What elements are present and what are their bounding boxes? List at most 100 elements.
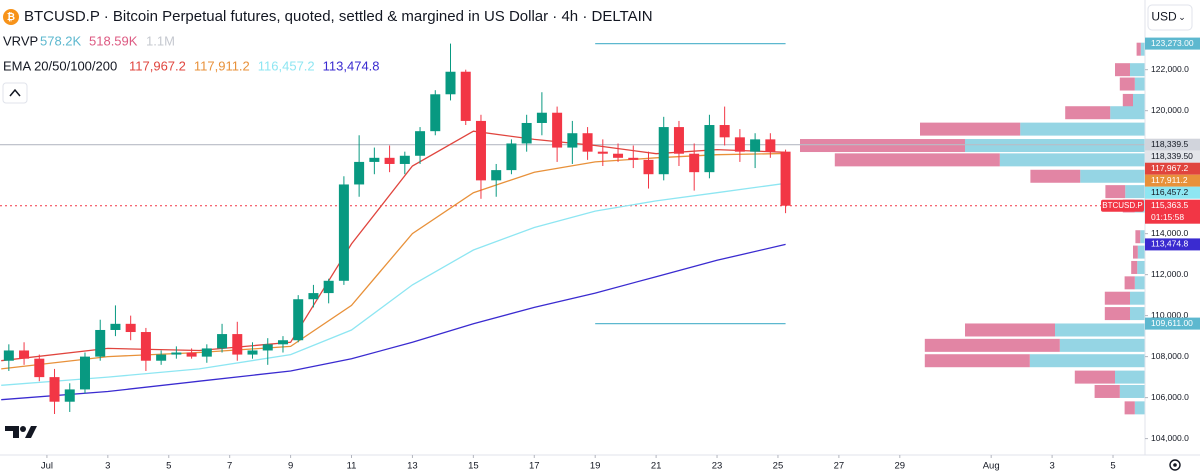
candle-body — [552, 112, 563, 148]
ema-legend-value: 113,474.8 — [323, 58, 380, 73]
candle-body — [49, 377, 60, 402]
candle-body — [460, 71, 471, 121]
x-tick-label: 23 — [712, 461, 723, 472]
collapse-icon[interactable] — [9, 88, 21, 97]
ema-line — [1, 152, 786, 370]
profile-up-bar — [1130, 291, 1145, 305]
candle-body — [201, 348, 212, 357]
x-tick-label: 25 — [773, 461, 784, 472]
price-label: 109,611.00 — [1151, 318, 1193, 328]
profile-up-bar — [1125, 185, 1145, 199]
profile-down-bar — [1119, 77, 1135, 91]
x-tick-label: 27 — [834, 461, 845, 472]
profile-down-bar — [924, 354, 1030, 368]
vrvp-total: 1.1M — [146, 33, 175, 48]
ema-legend-value: 117,967.2 — [129, 58, 186, 73]
x-tick-label: Jul — [41, 461, 53, 472]
countdown-label: 01:15:58 — [1151, 212, 1184, 222]
profile-up-bar — [1137, 260, 1145, 274]
x-tick-label: 9 — [288, 461, 293, 472]
profile-up-bar — [1140, 230, 1145, 244]
candle-body — [643, 159, 654, 175]
y-tick-label: 104,000.0 — [1151, 433, 1189, 443]
currency-caret[interactable]: ⌄ — [1178, 12, 1186, 22]
profile-up-bar — [1110, 106, 1145, 120]
candle-body — [384, 157, 395, 164]
candle-body — [156, 354, 167, 361]
vrvp-name[interactable]: VRVP — [3, 33, 38, 48]
price-label: 118,339.50 — [1151, 151, 1193, 161]
ema-line — [1, 182, 786, 386]
x-tick-label: 15 — [468, 461, 479, 472]
candle-body — [3, 350, 14, 361]
price-label-box — [1145, 37, 1200, 50]
profile-up-bar — [1130, 307, 1145, 321]
candle-body — [734, 137, 745, 152]
ema-legend-name[interactable]: EMA 20/50/100/200 — [3, 58, 117, 73]
currency-button[interactable] — [1147, 4, 1193, 31]
candle-body — [217, 334, 228, 349]
profile-down-bar — [1115, 63, 1130, 77]
x-tick-label: 7 — [227, 461, 232, 472]
price-label: 117,967.2 — [1151, 163, 1188, 173]
candle-body — [110, 323, 121, 330]
price-label-box — [1145, 238, 1200, 251]
price-label-box — [1145, 138, 1200, 151]
candle-body — [262, 344, 273, 351]
candle-body — [673, 127, 684, 154]
profile-up-bar — [1055, 323, 1145, 337]
x-tick-label: 17 — [529, 461, 540, 472]
profile-down-bar — [1105, 185, 1126, 199]
candle-body — [171, 352, 182, 355]
price-label-box — [1145, 174, 1200, 187]
candle-body — [613, 153, 624, 158]
candle-body — [658, 127, 669, 175]
candle-body — [247, 350, 258, 355]
profile-up-bar — [1115, 370, 1145, 384]
candle-body — [582, 133, 593, 152]
settings-button[interactable] — [1169, 459, 1181, 471]
symbol-tag — [1101, 199, 1144, 212]
profile-down-bar — [1136, 42, 1141, 56]
candle-body — [277, 340, 288, 345]
price-label-box — [1145, 186, 1200, 199]
candle-body — [338, 184, 349, 281]
candle-body — [704, 125, 715, 173]
candle-body — [445, 71, 456, 95]
vrvp-down: 518.59K — [89, 33, 138, 48]
candle-body — [491, 170, 502, 181]
x-tick-label: 5 — [166, 461, 171, 472]
price-label: 123,273.00 — [1151, 38, 1194, 48]
profile-down-bar — [965, 323, 1055, 337]
candle-body — [597, 151, 608, 154]
profile-up-bar — [1020, 122, 1145, 136]
vrvp-up: 578.2K — [40, 33, 82, 48]
candle-body — [521, 122, 532, 144]
candle-body — [308, 293, 319, 300]
profile-down-bar — [834, 153, 1000, 167]
profile-up-bar — [1134, 77, 1145, 91]
price-label-box — [1145, 317, 1200, 330]
profile-up-bar — [1059, 338, 1145, 352]
candle-body — [19, 350, 30, 359]
x-tick-label: 11 — [347, 461, 357, 472]
profile-down-bar — [1131, 260, 1138, 274]
profile-up-bar — [1119, 384, 1145, 398]
y-tick-label: 120,000.0 — [1151, 105, 1189, 115]
price-label-box — [1145, 150, 1200, 163]
y-tick-label: 114,000.0 — [1151, 228, 1188, 238]
profile-up-bar — [1130, 63, 1145, 77]
profile-down-bar — [920, 122, 1021, 136]
collapse-legend-button[interactable] — [2, 82, 28, 104]
x-tick-label: 19 — [590, 461, 601, 472]
bitcoin-icon — [3, 9, 19, 25]
profile-down-bar — [1074, 370, 1115, 384]
x-tick-label: 13 — [407, 461, 418, 472]
currency-label[interactable]: USD — [1151, 10, 1177, 24]
profile-up-bar — [1133, 93, 1145, 107]
candle-body — [95, 329, 106, 357]
candle-body — [765, 139, 776, 152]
candle-body — [780, 151, 791, 206]
y-tick-label: 110,000.0 — [1151, 310, 1188, 320]
